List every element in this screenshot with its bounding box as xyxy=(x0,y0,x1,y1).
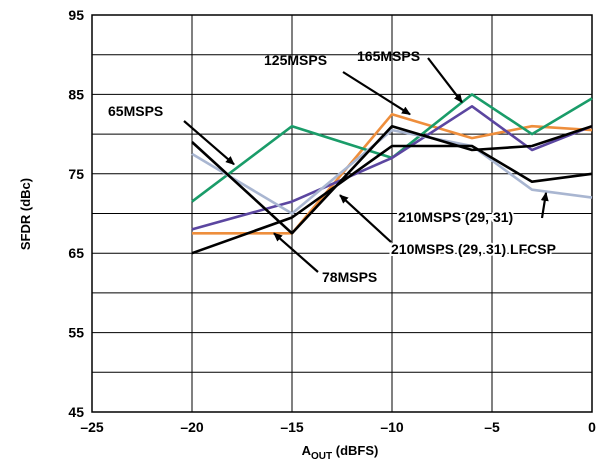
annotations-layer: 65MSPS 125MSPS 165MSPS 78MSPS 210MSPS (2… xyxy=(108,48,558,285)
arrow-78msps xyxy=(273,232,319,273)
arrow-165msps xyxy=(427,57,463,104)
x-tick-label: –25 xyxy=(80,419,104,435)
annotation-65msps: 65MSPS xyxy=(108,103,163,119)
x-tick-label: –15 xyxy=(280,419,304,435)
arrow-125msps xyxy=(342,71,411,116)
y-tick-label: 55 xyxy=(68,325,84,341)
grid xyxy=(92,15,592,412)
y-tick-labels: 45 55 65 75 85 95 xyxy=(68,7,84,420)
y-tick-label: 85 xyxy=(68,86,84,102)
plot-frame xyxy=(91,14,593,413)
annotation-165msps: 165MSPS xyxy=(357,48,420,64)
annotation-125msps: 125MSPS xyxy=(264,52,327,68)
x-axis-title-subscript: OUT xyxy=(311,451,332,462)
x-tick-label: –10 xyxy=(380,419,404,435)
series-line-s65 xyxy=(191,124,593,235)
x-tick-labels: –25 –20 –15 –10 –5 0 xyxy=(80,419,596,435)
x-axis-title-unit: (dBFS) xyxy=(332,443,378,458)
arrow-210msps xyxy=(540,191,549,219)
x-tick-label: –20 xyxy=(180,419,204,435)
x-tick-label: 0 xyxy=(588,419,596,435)
annotation-78msps: 78MSPS xyxy=(322,269,377,285)
y-tick-label: 45 xyxy=(68,404,84,420)
y-axis-title: SFDR (dBc) xyxy=(18,178,33,250)
arrow-210msps-lfcsp xyxy=(339,194,392,243)
x-axis-title-main: A xyxy=(302,443,312,458)
y-tick-label: 95 xyxy=(68,7,84,23)
y-tick-label: 65 xyxy=(68,245,84,261)
arrow-65msps xyxy=(183,120,235,166)
y-tick-label: 75 xyxy=(68,166,84,182)
x-axis-title: AOUT (dBFS) xyxy=(302,443,379,462)
series-line-s165 xyxy=(191,93,593,203)
annotation-210msps-lfcsp: 210MSPS (29, 31) LFCSP xyxy=(391,241,556,257)
annotation-210msps: 210MSPS (29, 31) xyxy=(398,209,513,225)
x-tick-label: –5 xyxy=(484,419,500,435)
series-line-s210lfcsp xyxy=(191,144,593,255)
series-line-s78 xyxy=(191,105,593,231)
